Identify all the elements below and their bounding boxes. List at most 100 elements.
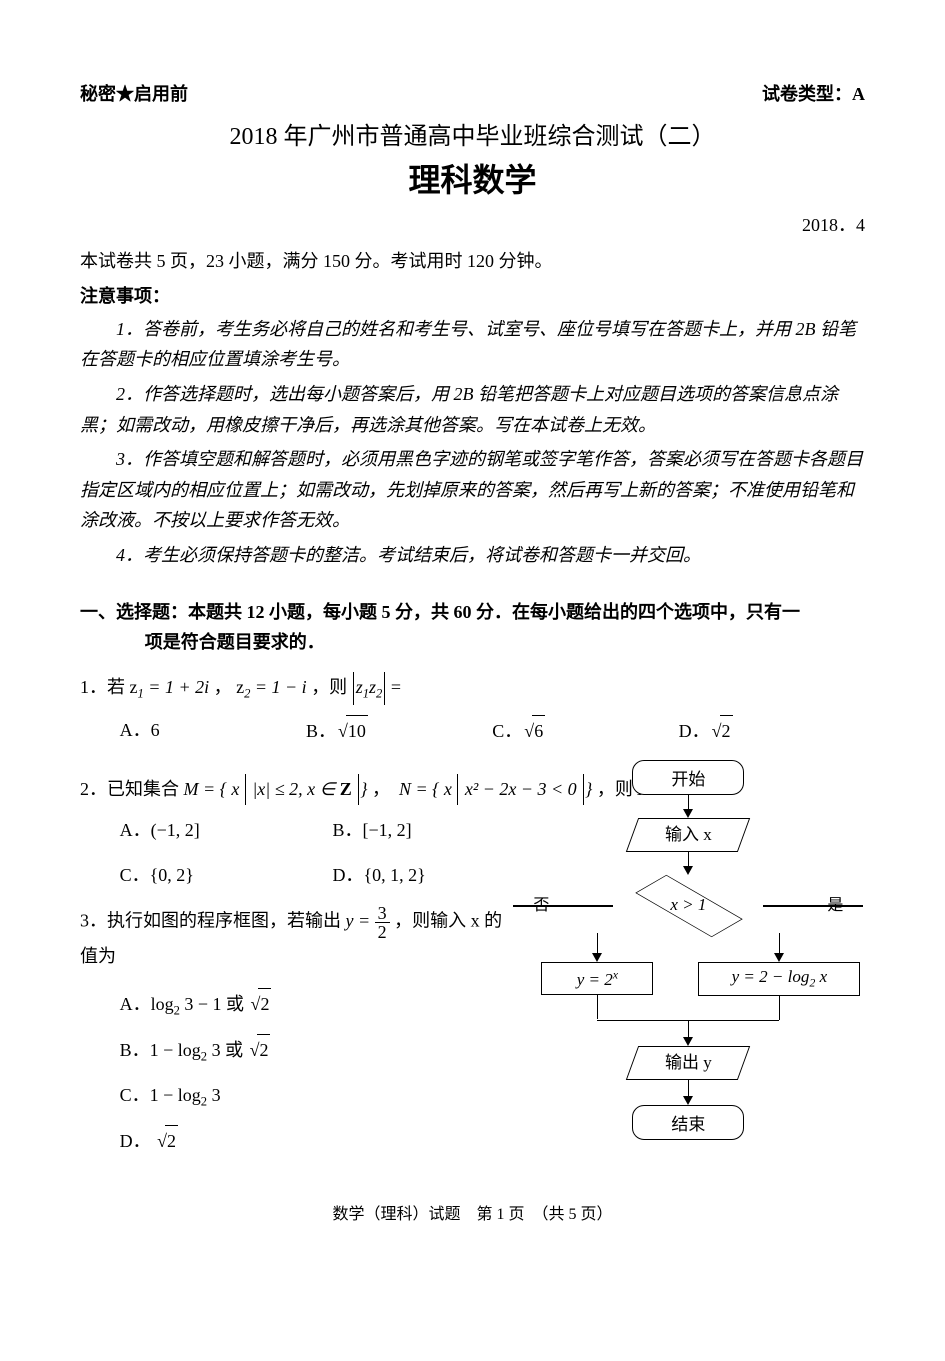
fc-end: 结束 [632,1105,744,1140]
notice-item: 3．作答填空题和解答题时，必须用黑色字迹的钢笔或签字笔作答，答案必须写在答题卡各… [80,444,865,536]
notice-item: 4．考生必须保持答题卡的整洁。考试结束后，将试卷和答题卡一并交回。 [80,540,865,571]
q1-optB-val: 10 [346,715,368,747]
fc-left-branch: y = 2x [513,933,681,1019]
header-row: 秘密★启用前 试卷类型：A [80,80,865,106]
q1-optB: B．10 [306,715,492,747]
title-main: 2018 年广州市普通高中毕业班综合测试（二） [80,116,865,151]
q2-optC-val: {0, 2} [150,865,194,885]
title-date: 2018．4 [80,211,865,237]
header-left: 秘密★启用前 [80,80,188,106]
q1-options: A．6 B．10 C．6 D．2 [120,715,865,747]
q1-abs: z1z2 [353,672,386,705]
q1-optA-val: 6 [151,720,160,740]
fc-output: 输出 y [626,1046,750,1080]
sqrt-icon: 2 [155,1125,178,1157]
q3-optD: D． 2 [120,1125,512,1157]
q2-optA: A．(−1, 2] [120,815,333,846]
q3-optB-rad: 2 [257,1034,270,1066]
fc-right-box: y = 2 − log2 x [698,962,860,995]
q2-optD-val: {0, 1, 2} [363,865,425,885]
fc-line [688,1080,690,1096]
arrow-down-icon [592,953,602,962]
fc-line [688,795,690,809]
notice-block: 1．答卷前，考生务必将自己的姓名和考生号、试室号、座位号填写在答题卡上，并用 2… [80,314,865,571]
q1-after: = [391,677,401,697]
sqrt-icon: 10 [336,715,368,747]
section1-head: 一、选择题：本题共 12 小题，每小题 5 分，共 60 分．在每小题给出的四个… [80,597,865,658]
q1-z1: z1 = 1 + 2i [130,677,210,697]
q2-q3-row: 2．已知集合 M = { x |x| ≤ 2, x ∈ Z } ， N = { … [80,760,865,1176]
q3-num: 3 [375,904,390,923]
fraction-icon: 3 2 [375,904,390,941]
fc-input-label: 输入 x [665,819,712,851]
arrow-down-icon [683,1096,693,1105]
q2-optB-val: [−1, 2] [362,820,411,840]
q3-options: A．log2 3 − 1 或 2 B．1 − log2 3 或 2 C．1 − … [120,982,512,1163]
q3-stem: 3．执行如图的程序框图，若输出 y = 3 2 ，则输入 x 的值为 [80,904,512,972]
sqrt-icon: 2 [249,988,272,1020]
fc-right-branch: y = 2 − log2 x [695,933,863,1019]
fc-output-label: 输出 y [665,1047,712,1079]
q1-optD: D．2 [679,715,865,747]
flowchart-column: 开始 输入 x 否 是 x > 1 [512,760,865,1140]
q1-optD-val: 2 [720,715,733,747]
section1-head-line2: 项是符合题目要求的． [80,627,865,658]
fc-line [513,905,613,907]
q3-optB: B．1 − log2 3 或 2 [120,1034,512,1068]
exam-page: 秘密★启用前 试卷类型：A 2018 年广州市普通高中毕业班综合测试（二） 理科… [0,0,945,1244]
fc-line [779,996,781,1020]
q3-den: 2 [375,923,390,941]
q3-optB-pre: B．1 − log2 3 或 [120,1040,248,1060]
q1-stem: 1．若 z1 = 1 + 2i ， z2 = 1 − i ，则 z1z2 = [80,672,865,705]
fc-line [763,905,863,907]
q2-pre: 2．已知集合 [80,779,184,799]
fc-no-label: 否 [533,891,549,915]
left-column: 2．已知集合 M = { x |x| ≤ 2, x ∈ Z } ， N = { … [80,760,512,1176]
q1-mid1: ， [214,677,232,697]
notice-item: 1．答卷前，考生务必将自己的姓名和考生号、试室号、座位号填写在答题卡上，并用 2… [80,314,865,375]
info-line: 本试卷共 5 页，23 小题，满分 150 分。考试用时 120 分钟。 [80,247,865,276]
q1-mid2: ，则 [311,677,352,697]
fc-line [688,1021,690,1037]
q3-yeq: y = [346,911,375,931]
q2-optC: C．{0, 2} [120,860,333,891]
q3-optA-rad: 2 [258,988,271,1020]
question-1: 1．若 z1 = 1 + 2i ， z2 = 1 − i ，则 z1z2 = A… [80,672,865,747]
fc-start: 开始 [632,760,744,795]
arrow-down-icon [683,1037,693,1046]
q1-z2: z2 = 1 − i [236,677,307,697]
fc-line [688,852,690,866]
q2-optA-val: (−1, 2] [151,820,200,840]
fc-line [779,933,781,953]
sqrt-icon: 2 [710,715,733,747]
fc-decision: x > 1 [613,875,763,935]
q1-optC: C．6 [492,715,678,747]
fc-line [597,995,599,1019]
q3-optD-pre: D． [120,1131,151,1151]
sqrt-icon: 2 [248,1034,271,1066]
q3-optC: C．1 − log2 3 [120,1080,512,1113]
section1-head-line1: 一、选择题：本题共 12 小题，每小题 5 分，共 60 分．在每小题给出的四个… [80,597,865,628]
q2-options-r1: A．(−1, 2] B．[−1, 2] [120,815,546,846]
fc-yes-label: 是 [827,891,843,915]
q3-optA-pre: A．log2 3 − 1 或 [120,994,249,1014]
fc-cond-label: x > 1 [613,875,763,935]
header-right: 试卷类型：A [762,80,865,106]
q1-optA: A．6 [120,715,306,747]
q3-optD-rad: 2 [165,1125,178,1157]
fc-branches: y = 2x y = 2 − log2 x [513,933,863,1019]
q3-pre: 3．执行如图的程序框图，若输出 [80,911,346,931]
sqrt-icon: 6 [522,715,545,747]
fc-left-box: y = 2x [541,962,653,995]
fc-cond-text: x > 1 [670,895,706,915]
arrow-down-icon [774,953,784,962]
title-subject: 理科数学 [80,155,865,201]
q1-pre: 1．若 [80,677,130,697]
page-footer: 数学（理科）试题 第 1 页 （共 5 页） [80,1200,865,1224]
q2-M: M = { x |x| ≤ 2, x ∈ Z } [184,779,368,799]
notice-title: 注意事项： [80,282,865,308]
fc-input: 输入 x [626,818,750,852]
question-3: 3．执行如图的程序框图，若输出 y = 3 2 ，则输入 x 的值为 A．log… [80,904,512,1162]
q2-options-r2: C．{0, 2} D．{0, 1, 2} [120,860,546,891]
q3-optA: A．log2 3 − 1 或 2 [120,988,512,1022]
